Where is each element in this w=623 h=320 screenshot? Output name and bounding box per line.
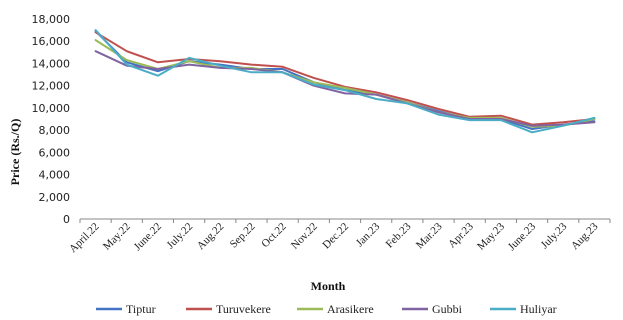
x-tick-label: Mar.23 (414, 220, 445, 251)
x-tick-label: Jan.23 (354, 220, 383, 249)
y-tick-label: 16,000 (32, 35, 71, 48)
y-axis-title-group: Price (Rs./Q) (8, 119, 22, 186)
x-tick-label: July.23 (539, 220, 570, 251)
y-tick-label: 2,000 (39, 191, 71, 204)
x-tick-label: July.22 (165, 221, 196, 252)
legend-label-turuvekere: Turuvekere (216, 302, 271, 316)
x-tick-label: April.22 (67, 221, 102, 256)
series-line-arasikere (94, 39, 596, 128)
y-tick-label: 18,000 (32, 13, 71, 26)
x-axis-title: Month (311, 279, 346, 293)
x-tick-label: June.23 (506, 220, 539, 253)
series-lines (94, 29, 596, 134)
legend-label-tiptur: Tiptur (126, 302, 156, 316)
x-tick-label: Apr.23 (446, 220, 476, 250)
y-tick-label: 14,000 (32, 57, 71, 70)
x-tick-label: Dec.22 (320, 221, 351, 252)
x-tick-label: Aug.23 (569, 220, 601, 252)
x-tick-label: Feb.23 (384, 220, 414, 250)
x-tick-label: Nov.22 (289, 221, 320, 252)
x-tick-label: Oct.22 (259, 221, 288, 250)
x-tick-label: May.22 (101, 221, 133, 253)
series-line-gubbi (94, 50, 596, 127)
x-tick-label: May.23 (475, 220, 507, 252)
legend: Tiptur Turuvekere Arasikere Gubbi Huliyar (96, 302, 557, 316)
y-tick-label: 8,000 (39, 124, 71, 137)
series-line-tiptur (94, 30, 596, 130)
y-tick-label: 6,000 (39, 146, 71, 159)
series-line-huliyar (94, 29, 596, 134)
legend-label-huliyar: Huliyar (520, 302, 557, 316)
x-tick-label: Sep.22 (228, 221, 258, 251)
y-tick-label: 12,000 (32, 80, 71, 93)
y-axis-ticks: 0 2,000 4,000 6,000 8,000 10,000 12,000 14,000 1… (32, 13, 71, 226)
y-tick-label: 0 (63, 213, 70, 226)
y-tick-label: 10,000 (32, 102, 71, 115)
series-line-turuvekere (94, 31, 596, 126)
legend-label-gubbi: Gubbi (432, 302, 463, 316)
x-tick-label: June.22 (132, 221, 164, 253)
y-axis-title: Price (Rs./Q) (8, 119, 22, 186)
y-tick-label: 4,000 (39, 169, 71, 182)
legend-label-arasikere: Arasikere (327, 302, 374, 316)
x-tick-label: Aug.22 (195, 221, 227, 253)
